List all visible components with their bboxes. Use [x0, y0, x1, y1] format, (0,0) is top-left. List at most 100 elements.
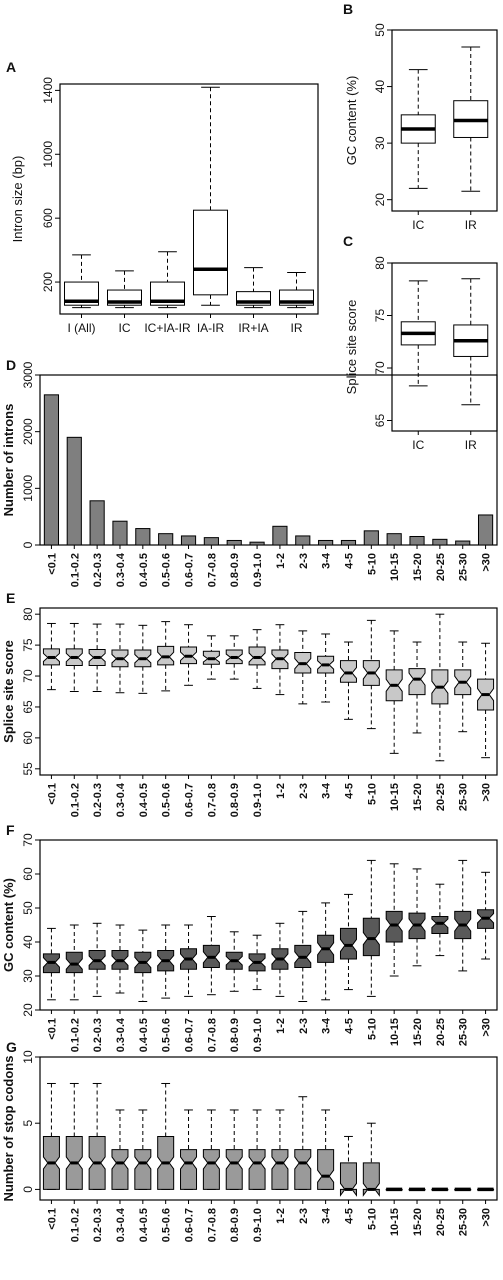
x-tick-label: 1-2: [275, 783, 287, 799]
x-tick-label: IC+IA-IR: [144, 321, 191, 335]
x-tick-label: 3-4: [321, 1207, 333, 1224]
y-tick-label: 1000: [21, 475, 35, 502]
box-17: [431, 1187, 449, 1192]
box-10: [271, 922, 289, 997]
y-axis-label: GC content (%): [344, 76, 359, 166]
box-13: [339, 893, 357, 991]
x-tick-label: 1-2: [275, 1018, 287, 1034]
x-tick-label: 0.4-0.5: [138, 553, 150, 587]
y-axis-label: GC content (%): [1, 878, 16, 972]
box-8: [225, 1109, 243, 1190]
box-2: [88, 623, 106, 692]
bar: [363, 530, 379, 546]
x-tick-label: 15-20: [412, 553, 424, 581]
box-12: [317, 633, 335, 703]
panel-label-e: E: [6, 590, 15, 606]
x-tick-label: 15-20: [412, 1208, 424, 1236]
x-tick-label: <0.1: [46, 783, 58, 805]
y-tick-label: 30: [373, 136, 387, 150]
box-body: [339, 660, 357, 683]
box-7: [202, 1109, 220, 1190]
y-tick-label: 20: [373, 193, 387, 207]
plot-frame: [39, 839, 498, 1011]
x-tick-label: <0.1: [46, 1208, 58, 1230]
x-tick-label: 0.8-0.9: [229, 1208, 241, 1242]
bar: [203, 537, 219, 546]
box-10: [271, 1109, 289, 1190]
x-tick-label: 0.1-0.2: [69, 553, 81, 587]
x-tick-label: 0.2-0.3: [92, 783, 104, 817]
box-11: [294, 910, 312, 1002]
x-tick-label: 25-30: [458, 553, 470, 581]
x-tick-label: 20-25: [435, 553, 447, 581]
x-tick-label: 10-15: [389, 783, 401, 811]
y-tick-label: 1000: [41, 141, 55, 168]
box-14: [362, 1122, 380, 1197]
x-tick-label: IR: [465, 218, 477, 232]
box-1: [65, 622, 83, 692]
box-0: [64, 254, 99, 309]
box-0: [42, 622, 60, 691]
x-tick-label: 1-2: [275, 1208, 287, 1224]
y-tick-label: 5: [21, 1120, 35, 1127]
x-tick-label: 2-3: [298, 1018, 310, 1034]
x-tick-label: 3-4: [321, 782, 333, 799]
box-9: [248, 934, 266, 991]
x-tick-label: 3-4: [321, 552, 333, 569]
bar: [158, 533, 174, 546]
box-6: [180, 1109, 198, 1190]
x-tick-label: >30: [481, 1018, 493, 1037]
y-tick-label: 20: [21, 1003, 35, 1017]
box-10: [271, 624, 289, 696]
box-0: [42, 927, 60, 1001]
y-tick-label: 70: [373, 361, 387, 375]
box-14: [362, 619, 380, 730]
box-14: [362, 859, 380, 997]
x-tick-label: 0.6-0.7: [184, 553, 196, 587]
x-tick-label: 4-5: [343, 1018, 355, 1034]
x-tick-label: 25-30: [458, 1208, 470, 1236]
bar: [432, 538, 448, 546]
box-16: [408, 1187, 426, 1192]
y-axis-label: Intron size (bp): [10, 156, 25, 243]
x-tick-label: 0.5-0.6: [161, 1208, 173, 1242]
x-tick-label: 0.4-0.5: [138, 783, 150, 817]
bar: [318, 539, 334, 546]
box-11: [294, 630, 312, 705]
x-tick-label: 0.4-0.5: [138, 1208, 150, 1242]
y-tick-label: 40: [21, 935, 35, 949]
x-tick-label: 20-25: [435, 1018, 447, 1046]
x-tick-label: 0.2-0.3: [92, 1208, 104, 1242]
box-body: [431, 916, 449, 934]
box-7: [202, 916, 220, 996]
box-7: [202, 635, 220, 680]
x-tick-label: 0.1-0.2: [69, 783, 81, 817]
box-3: [111, 1109, 129, 1190]
box-4: [134, 929, 152, 1002]
box-19: [477, 871, 495, 960]
x-tick-label: 0.1-0.2: [69, 1208, 81, 1242]
box-2: [88, 922, 106, 997]
x-tick-label: 25-30: [458, 783, 470, 811]
x-tick-label: 3-4: [321, 1017, 333, 1034]
y-tick-label: 55: [21, 762, 35, 776]
x-tick-label: 0.7-0.8: [206, 1018, 218, 1052]
panel-label-g: G: [6, 1039, 17, 1055]
box-5: [157, 924, 175, 999]
x-tick-label: 0.8-0.9: [229, 783, 241, 817]
plot-frame: [391, 29, 498, 212]
x-tick-label: IC: [412, 438, 424, 452]
box-8: [225, 931, 243, 992]
bar: [43, 394, 60, 546]
x-tick-label: IC: [119, 321, 131, 335]
box-body: [150, 281, 185, 306]
x-tick-label: 0.9-1.0: [252, 783, 264, 817]
box-15: [385, 630, 403, 754]
bar: [477, 514, 494, 546]
box-body: [248, 1149, 266, 1190]
x-tick-label: 15-20: [412, 1018, 424, 1046]
box-15: [385, 863, 403, 977]
panel-d: 0 1000 2000 3000 Number of introns <0.1 0.1-0.…: [1, 361, 498, 587]
x-tick-label: 25-30: [458, 1018, 470, 1046]
x-tick-label: 0.4-0.5: [138, 1018, 150, 1052]
